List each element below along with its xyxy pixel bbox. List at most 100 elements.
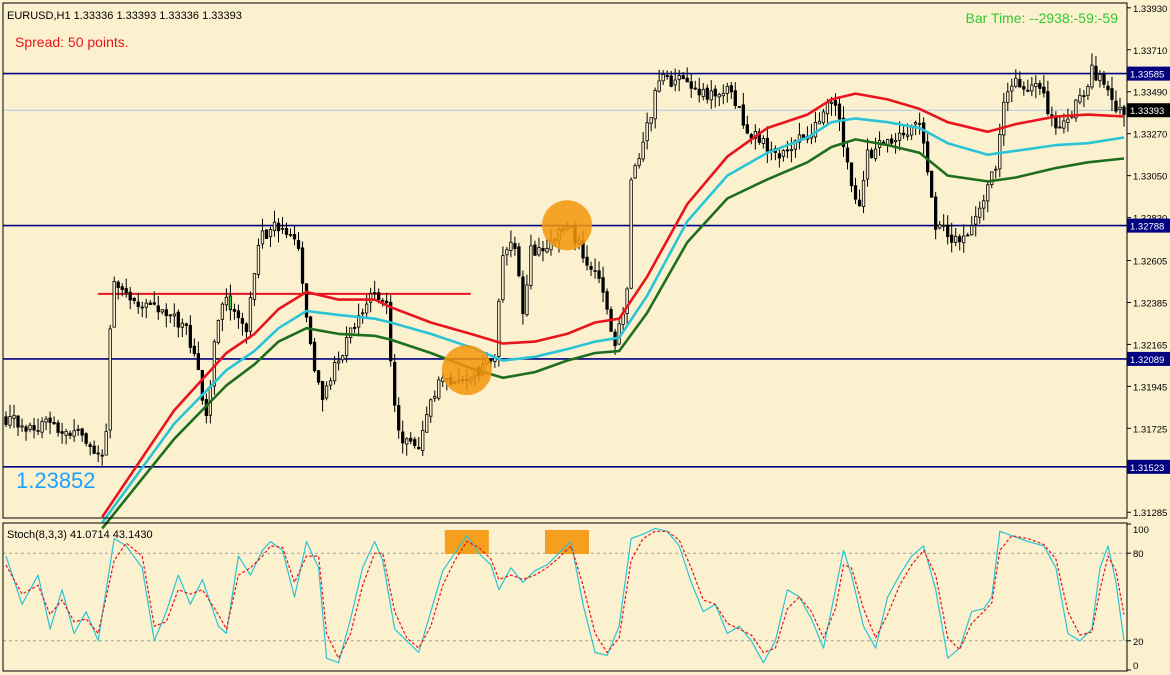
candle-body — [689, 81, 693, 89]
candle-body — [300, 247, 305, 284]
price-tick-label: 1.31945 — [1133, 382, 1167, 393]
candle-body — [72, 430, 76, 437]
candle-body — [926, 141, 930, 173]
candle-body — [1010, 85, 1014, 92]
stochastic-header: Stoch(8,3,3) 41.0714 43.1430 — [7, 529, 153, 541]
candle-body — [661, 73, 665, 82]
candle-body — [44, 418, 48, 423]
stochastic-panel-border — [2, 522, 1128, 672]
candle-body — [845, 147, 850, 163]
candle-body — [946, 224, 950, 238]
candle-body — [92, 445, 96, 454]
candle-body — [521, 276, 525, 314]
candle-body — [653, 90, 657, 120]
candle-body — [421, 429, 425, 451]
candle-body — [741, 104, 745, 126]
candle-body — [765, 137, 770, 152]
candle-body — [425, 414, 429, 433]
candle-body — [857, 199, 862, 207]
candle-body — [292, 233, 297, 240]
candle-body — [733, 90, 737, 107]
candle-body — [8, 416, 12, 426]
candle-body — [228, 295, 233, 311]
price-tick-label: 1.33930 — [1133, 4, 1167, 15]
candle-body — [128, 291, 132, 301]
candle-body — [1038, 82, 1042, 89]
price-watermark: 1.23852 — [16, 468, 96, 493]
candle-body — [537, 247, 541, 256]
candle-body — [617, 323, 621, 345]
price-axis[interactable]: 1.339301.337101.334901.332701.330501.328… — [1127, 4, 1170, 519]
candle-body — [1102, 73, 1106, 85]
candle-body — [777, 153, 782, 159]
candle-body — [365, 303, 369, 314]
candle-body — [60, 431, 64, 434]
candle-body — [681, 75, 685, 80]
candle-body — [721, 92, 725, 97]
price-tick-label: 1.33490 — [1133, 88, 1167, 99]
candle-body — [12, 414, 16, 419]
candle-body — [1046, 91, 1050, 115]
candle-body — [893, 139, 898, 143]
candle-body — [625, 288, 629, 314]
price-label-box — [1127, 351, 1170, 366]
stochastic-panel[interactable]: 100 80 20 0 Stoch(8,3,3) 41.0714 43.1430 — [2, 522, 1149, 672]
candle-body — [517, 246, 521, 277]
candle-body — [429, 399, 433, 417]
candle-body — [20, 425, 24, 428]
candle-body — [533, 244, 537, 256]
candle-body — [320, 381, 325, 400]
candle-body — [657, 80, 661, 92]
candle-body — [545, 247, 549, 253]
candle-body — [401, 431, 405, 444]
candle-body — [1022, 86, 1026, 90]
candle-body — [369, 293, 373, 303]
candle-body — [633, 165, 637, 179]
moving-averages — [101, 92, 1125, 530]
candle-body — [717, 94, 721, 98]
candle-body — [1090, 64, 1094, 88]
candle-body — [100, 454, 104, 457]
candle-body — [188, 324, 192, 348]
candle-body — [921, 122, 926, 144]
price-label-box — [1127, 66, 1170, 81]
candle-body — [1058, 126, 1062, 129]
candle-body — [108, 328, 112, 431]
candle-body — [837, 103, 842, 120]
candle-body — [88, 444, 92, 447]
candle-body — [152, 302, 156, 305]
candle-body — [276, 222, 281, 232]
candle-body — [148, 302, 152, 305]
candle-body — [950, 234, 954, 243]
candle-body — [1110, 88, 1114, 100]
candle-body — [813, 122, 818, 138]
candle-body — [4, 416, 8, 425]
candle-body — [645, 122, 649, 142]
candle-body — [917, 123, 922, 125]
price-panel[interactable]: 1.339301.337101.334901.332701.330501.328… — [2, 2, 1170, 530]
candle-body — [409, 437, 413, 442]
candle-body — [513, 243, 517, 249]
candle-body — [284, 227, 289, 235]
stochastic-stoch_main — [5, 527, 1125, 664]
candle-body — [120, 286, 124, 290]
candle-body — [833, 99, 838, 106]
candle-body — [433, 396, 437, 399]
candle-body — [641, 141, 645, 160]
price-tick-label: 1.33270 — [1133, 130, 1167, 141]
candle-body — [585, 256, 589, 266]
candle-body — [348, 327, 353, 338]
candle-body — [80, 428, 84, 436]
candle-body — [1018, 78, 1022, 88]
candle-body — [705, 87, 709, 100]
candle-body — [84, 433, 88, 444]
candle-body — [172, 313, 176, 317]
candle-body — [821, 111, 826, 124]
price-label-text: 1.31523 — [1130, 463, 1164, 474]
candle-body — [381, 299, 385, 302]
candle-body — [745, 124, 749, 134]
candle-body — [593, 270, 597, 272]
